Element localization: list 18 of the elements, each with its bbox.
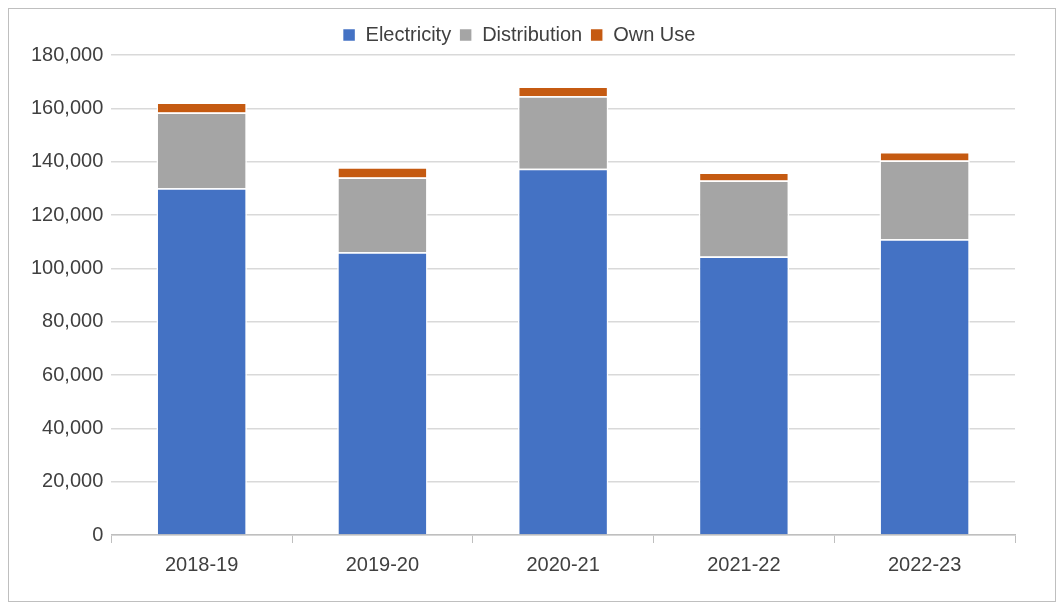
y-tick-label: 0 [92, 522, 104, 545]
y-tick-label: 140,000 [31, 149, 104, 172]
y-tick-label: 60,000 [42, 362, 104, 385]
x-tick-label: 2022-23 [887, 552, 962, 575]
x-tick-label: 2018-19 [164, 552, 239, 575]
y-tick-label: 40,000 [42, 415, 104, 438]
y-tick-label: 180,000 [31, 42, 104, 65]
x-tick-label: 2021-22 [707, 552, 781, 575]
y-tick-label: 20,000 [42, 469, 104, 492]
y-tick-label: 120,000 [31, 202, 104, 225]
y-tick-label: 80,000 [42, 309, 104, 332]
y-tick-label: 160,000 [31, 95, 104, 118]
x-tick-label: 2020-21 [526, 552, 600, 575]
y-tick-label: 100,000 [31, 255, 104, 278]
legend-label: Own Use [613, 22, 696, 45]
legend-label: Distribution [482, 22, 583, 45]
legend-label: Electricity [365, 22, 452, 45]
x-tick-label: 2019-20 [345, 552, 420, 575]
